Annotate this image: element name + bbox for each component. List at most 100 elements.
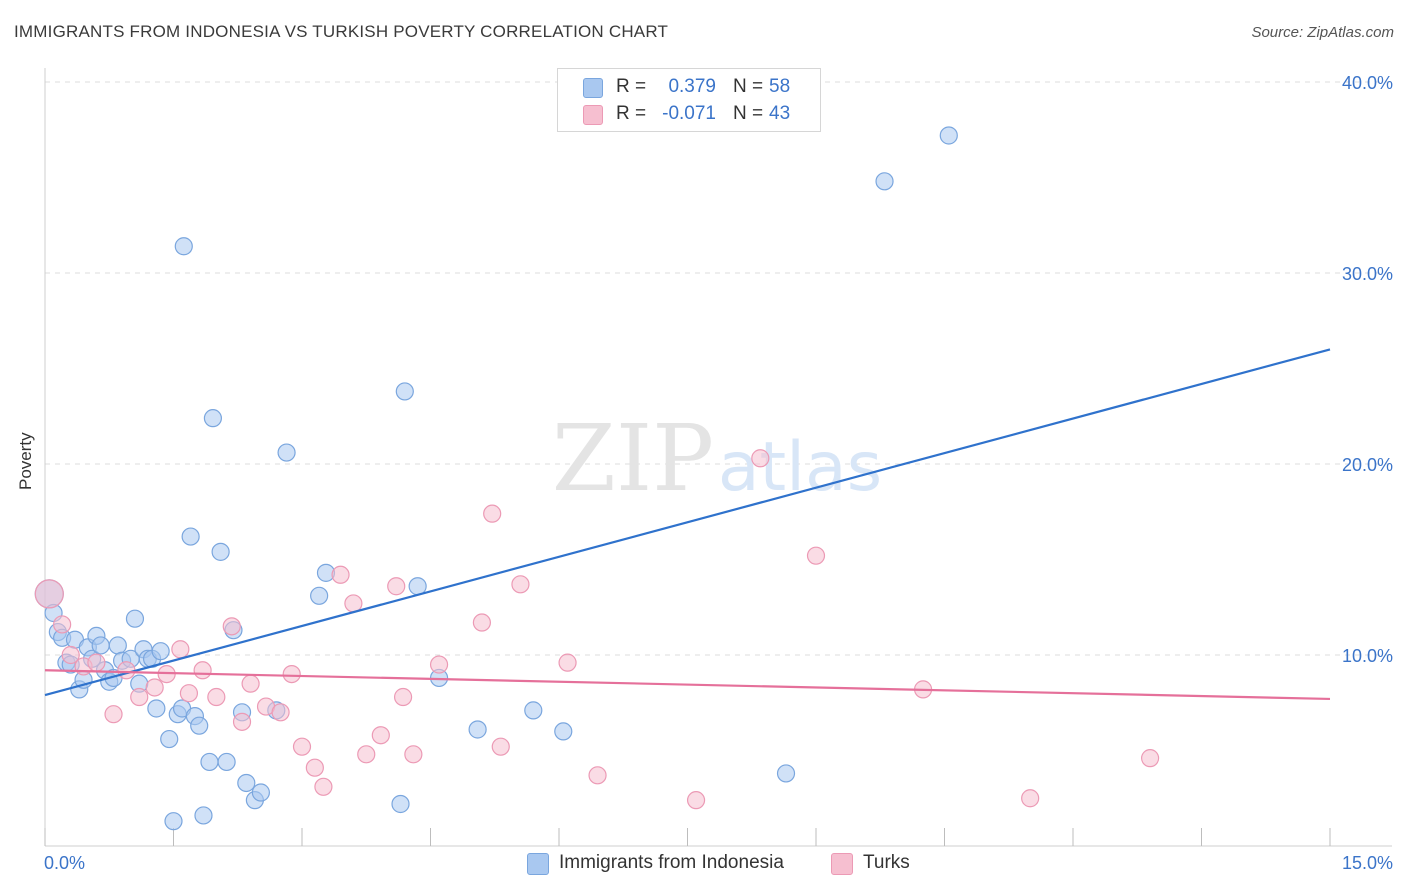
point-turks (511, 575, 530, 594)
point-turks (371, 726, 390, 745)
point-turks (344, 594, 363, 613)
point-turks (271, 703, 290, 722)
point-turks (305, 758, 324, 777)
point-turks (491, 737, 510, 756)
point-turks (145, 678, 164, 697)
point-indonesia (108, 636, 127, 655)
point-turks (207, 687, 226, 707)
correlation-legend: R = 0.379 N = 58 R = -0.071 N = 43 (557, 68, 821, 132)
point-turks (171, 640, 190, 659)
point-turks (588, 766, 607, 785)
point-indonesia (181, 527, 200, 546)
point-turks (1140, 749, 1160, 768)
point-indonesia (174, 237, 193, 256)
point-turks (282, 664, 301, 684)
legend-label-turks: Turks (863, 852, 910, 873)
x-tick-label: 0.0% (44, 853, 85, 873)
point-turks (331, 565, 350, 584)
legend-r-value: 0.379 (668, 76, 716, 97)
point-turks (241, 674, 260, 693)
point-turks (87, 653, 106, 672)
point-indonesia (277, 443, 296, 462)
point-turks (404, 745, 423, 764)
series-turks-points (34, 449, 1160, 810)
source-label: Source: ZipAtlas.com (1251, 24, 1394, 41)
point-indonesia (237, 773, 256, 793)
legend-r-label: R = (616, 76, 647, 97)
legend-n-label: N = (733, 76, 764, 97)
point-turks (686, 791, 706, 810)
point-indonesia (468, 720, 487, 739)
x-tick-labels: 0.0% 15.0% (44, 853, 1393, 873)
point-turks (117, 661, 136, 680)
point-indonesia (875, 172, 894, 191)
legend-n-value: 43 (769, 103, 791, 124)
legend-label-indonesia: Immigrants from Indonesia (559, 852, 784, 873)
point-turks (222, 617, 241, 636)
point-turks (751, 449, 770, 468)
point-turks (61, 645, 80, 665)
point-indonesia (190, 716, 209, 735)
point-indonesia (203, 409, 223, 428)
y-tick-label: 20.0% (1342, 455, 1393, 475)
point-indonesia (194, 806, 213, 825)
point-indonesia (164, 812, 183, 831)
point-turks (53, 615, 72, 634)
legend-n-label: N = (733, 103, 764, 124)
point-turks (34, 579, 64, 609)
point-turks (232, 712, 252, 731)
point-turks (179, 684, 199, 703)
legend-swatch-pink (831, 853, 853, 875)
point-indonesia (554, 722, 573, 741)
legend-swatch-blue (583, 78, 603, 98)
legend-row-indonesia: R = 0.379 N = 58 (558, 74, 820, 100)
point-indonesia (776, 764, 796, 783)
point-turks (193, 661, 212, 680)
point-turks (472, 613, 491, 632)
point-indonesia (395, 382, 414, 401)
axes (44, 68, 1392, 847)
x-tick-label: 15.0% (1342, 853, 1393, 873)
legend-n-value: 58 (769, 76, 791, 97)
point-turks (806, 546, 826, 565)
point-indonesia (217, 752, 236, 772)
chart-title: IMMIGRANTS FROM INDONESIA VS TURKISH POV… (14, 22, 669, 41)
y-axis-label: Poverty (16, 432, 35, 490)
point-indonesia (151, 642, 170, 661)
point-indonesia (524, 701, 543, 720)
point-turks (314, 777, 333, 796)
watermark: ZIP atlas (552, 405, 882, 512)
point-indonesia (939, 126, 958, 145)
y-tick-label: 10.0% (1342, 646, 1393, 666)
point-turks (104, 705, 123, 724)
legend-swatch-blue (527, 853, 549, 875)
point-indonesia (147, 699, 166, 718)
point-turks (1021, 789, 1040, 808)
legend-row-turks: R = -0.071 N = 43 (558, 101, 820, 127)
trend-line-indonesia (44, 348, 1331, 697)
point-turks (483, 504, 502, 523)
point-turks (357, 745, 376, 764)
point-turks (387, 577, 406, 596)
y-tick-labels: 10.0% 20.0% 30.0% 40.0% (1342, 73, 1393, 666)
legend-swatch-pink (583, 105, 603, 125)
trend-line-turks (44, 669, 1331, 701)
point-indonesia (125, 609, 145, 628)
y-tick-label: 40.0% (1342, 73, 1393, 93)
watermark-zip: ZIP (552, 405, 714, 512)
grid-lines (45, 81, 1392, 656)
legend-r-value: -0.071 (662, 103, 716, 124)
y-tick-label: 30.0% (1342, 264, 1393, 284)
point-turks (558, 653, 577, 672)
trend-lines (44, 348, 1331, 701)
point-indonesia (211, 542, 230, 561)
point-turks (292, 737, 312, 756)
point-indonesia (251, 783, 270, 802)
point-turks (429, 655, 449, 674)
point-turks (130, 687, 149, 707)
watermark-atlas: atlas (718, 428, 882, 507)
point-indonesia (91, 636, 110, 655)
point-indonesia (391, 794, 410, 814)
legend-r-label: R = (616, 103, 647, 124)
